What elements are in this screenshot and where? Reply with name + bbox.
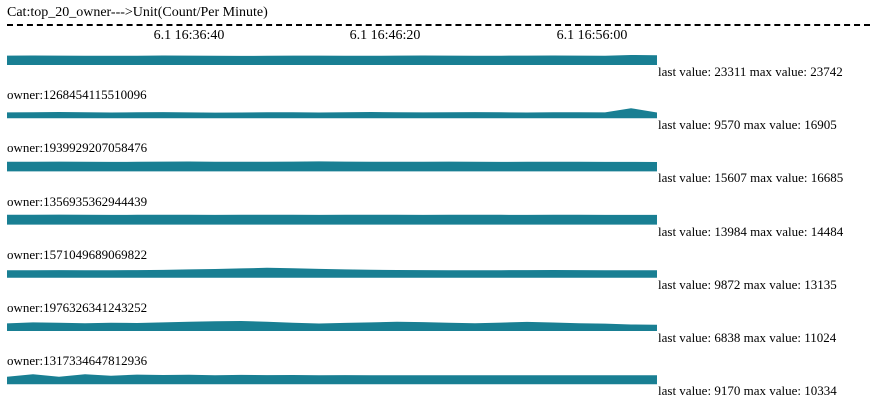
stats-max-value: 23742 xyxy=(810,64,843,79)
stats-last-value: 15607 xyxy=(714,170,747,186)
series-area xyxy=(7,374,657,385)
owner-label: owner:1317334647812936 xyxy=(7,353,148,369)
stats-max-value: 11024 xyxy=(804,330,837,345)
time-tick: 6.1 16:36:40 xyxy=(153,28,225,43)
time-tick: 6.1 16:46:20 xyxy=(349,28,421,43)
series-area xyxy=(7,214,657,225)
time-tick: 6.1 16:56:00 xyxy=(556,28,628,43)
owner-label: owner:1976326341243252 xyxy=(7,300,148,315)
series-area xyxy=(7,161,657,172)
stats-max-label: max value: xyxy=(750,223,808,239)
stats-last-label: last value: xyxy=(658,117,712,133)
series-stats: last value: 13984 max value: 14484 xyxy=(658,224,843,240)
stats-max-value: 13135 xyxy=(804,276,837,292)
stats-last-label: last value: xyxy=(658,64,712,79)
series-area xyxy=(7,267,657,278)
stats-max-label: max value: xyxy=(743,117,801,133)
stats-max-value: 14484 xyxy=(810,223,844,239)
owner-label: owner:1939929207058476 xyxy=(7,140,148,156)
title-divider xyxy=(7,24,870,26)
stats-last-label: last value: xyxy=(658,276,712,292)
series-area xyxy=(7,321,657,331)
owner-label: owner:1356935362944439 xyxy=(7,193,148,209)
chart-title: Cat:top_20_owner--->Unit(Count/Per Minut… xyxy=(7,5,268,20)
series-stats: last value: 9570 max value: 16905 xyxy=(658,117,837,133)
stats-last-value: 13984 xyxy=(714,223,747,239)
series-stats: last value: 23311 max value: 23742 xyxy=(658,64,843,80)
stats-last-label: last value: xyxy=(658,223,712,239)
series-stats: last value: 15607 max value: 16685 xyxy=(658,170,843,186)
stats-max-label: max value: xyxy=(743,383,801,399)
series-area xyxy=(7,55,657,65)
stats-last-value: 9570 xyxy=(714,117,741,133)
stats-max-label: max value: xyxy=(743,276,801,292)
stats-last-value: 9872 xyxy=(714,276,741,292)
stats-max-value: 10334 xyxy=(804,383,837,399)
owner-label: owner:1571049689069822 xyxy=(7,246,148,262)
stats-last-value: 6838 xyxy=(714,330,741,345)
stats-max-label: max value: xyxy=(749,64,808,79)
stats-last-value: 23311 xyxy=(714,64,747,79)
stats-max-value: 16685 xyxy=(810,170,844,186)
stats-max-value: 16905 xyxy=(804,117,837,133)
series-area xyxy=(7,108,657,119)
stats-last-label: last value: xyxy=(658,383,712,399)
stats-last-label: last value: xyxy=(658,170,712,186)
series-stats: last value: 9872 max value: 13135 xyxy=(658,277,837,293)
stats-last-value: 9170 xyxy=(714,383,741,399)
owner-label: owner:1268454115510096 xyxy=(7,87,147,103)
series-stats: last value: 9170 max value: 10334 xyxy=(658,383,837,399)
stats-max-label: max value: xyxy=(750,170,808,186)
stats-max-label: max value: xyxy=(743,330,801,345)
series-stats: last value: 6838 max value: 11024 xyxy=(658,330,836,346)
stats-last-label: last value: xyxy=(658,330,712,345)
